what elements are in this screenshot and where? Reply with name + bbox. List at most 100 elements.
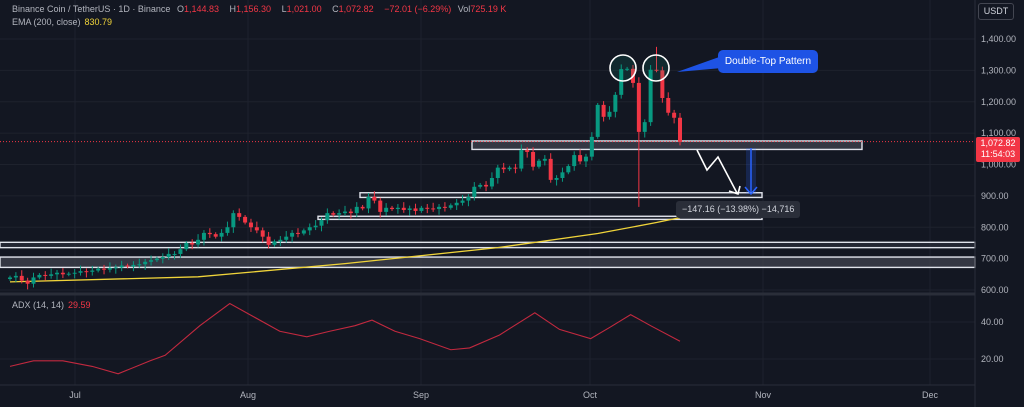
ema-legend[interactable]: EMA (200, close) 830.79 [12,17,116,27]
candle [360,206,365,209]
candle [619,69,624,95]
price-tick: 1,400.00 [981,34,1016,44]
candle [172,253,177,255]
candle [66,273,71,275]
candle [607,111,612,117]
ema-line [9,216,681,283]
candle [154,258,159,261]
candle [560,172,565,178]
high-label: H [229,4,237,14]
support-zone[interactable] [471,140,863,151]
double-top-callout[interactable]: Double-Top Pattern [718,50,818,73]
time-axis[interactable]: Jul Aug Sep Oct Nov Dec [69,390,938,400]
adx-axis[interactable]: 40.00 20.00 [981,317,1004,364]
candle [178,249,183,254]
candle [55,272,60,275]
time-tick: Sep [413,390,429,400]
candle [225,227,230,233]
adx-legend[interactable]: ADX (14, 14) 29.59 [12,300,95,310]
currency-button[interactable]: USDT [978,3,1014,20]
price-axis[interactable]: 1,400.00 1,300.00 1,200.00 1,100.00 1,000.00… [981,34,1016,295]
candle [413,208,418,211]
candle [207,232,212,235]
price-tick: 800.00 [981,222,1009,232]
candle [672,112,677,118]
candle [166,253,171,258]
low-value: 1,021.00 [286,4,322,14]
symbol-legend: Binance Coin / TetherUS · 1D · Binance O… [12,4,514,14]
candle [437,206,442,210]
candle [401,207,406,210]
candle [425,207,430,209]
last-price-tag: 1,072.82 11:54:03 [976,137,1020,162]
price-tick: 700.00 [981,254,1009,264]
vol-label: Vol [457,4,471,14]
candle [219,232,224,237]
ema-value: 830.79 [84,17,113,27]
candle [343,211,347,214]
price-tick: 1,300.00 [981,65,1016,75]
candle [201,232,206,240]
close-value: 1,072.82 [338,4,374,14]
vol-value: 725.19 K [470,4,507,14]
candle [190,242,195,245]
candle [260,230,265,237]
candle [678,117,682,142]
candle [90,270,95,272]
adx-tick: 20.00 [981,354,1004,364]
top-circle-1[interactable] [609,54,637,82]
support-zones[interactable] [0,140,976,269]
candles [8,46,682,290]
candle [519,150,524,169]
candle [442,206,447,208]
candle [460,200,465,203]
candle [407,208,412,210]
candle [295,232,300,234]
candle [248,222,253,228]
candle [578,155,583,162]
symbol-title[interactable]: Binance Coin / TetherUS · 1D · Binance [12,4,171,14]
candle [196,239,201,245]
candle [313,225,318,228]
candle [466,196,471,201]
candle [489,177,494,187]
price-tick: 1,000.00 [981,160,1016,170]
candle [448,205,453,208]
candle [536,160,541,167]
candle [213,234,218,237]
callout-tail [677,56,722,72]
candle [237,213,242,217]
candle [113,267,118,269]
open-value: 1,144.83 [183,4,219,14]
top-circle-2[interactable] [642,54,670,82]
time-tick: Dec [922,390,939,400]
candle [290,232,295,237]
candle [49,274,54,276]
candle [319,220,324,226]
candle [648,69,653,123]
candle [654,69,659,71]
candle [501,167,506,170]
candle [107,268,112,270]
projection-arrow[interactable] [696,149,738,194]
close-label: C [332,4,339,14]
candle [390,207,395,210]
low-label: L [281,4,287,14]
candle [431,208,436,210]
candle [419,207,424,211]
candle [566,166,571,173]
candle [19,275,24,281]
support-zone[interactable] [0,241,976,249]
candle [278,239,283,242]
candle [84,271,89,273]
support-zone[interactable] [359,192,763,199]
candle [254,227,259,231]
candle [531,151,536,167]
price-tick: 600.00 [981,285,1009,295]
time-tick: Aug [240,390,256,400]
candle [595,104,600,137]
candle [284,236,289,240]
candle [554,177,559,180]
candle [454,202,459,206]
